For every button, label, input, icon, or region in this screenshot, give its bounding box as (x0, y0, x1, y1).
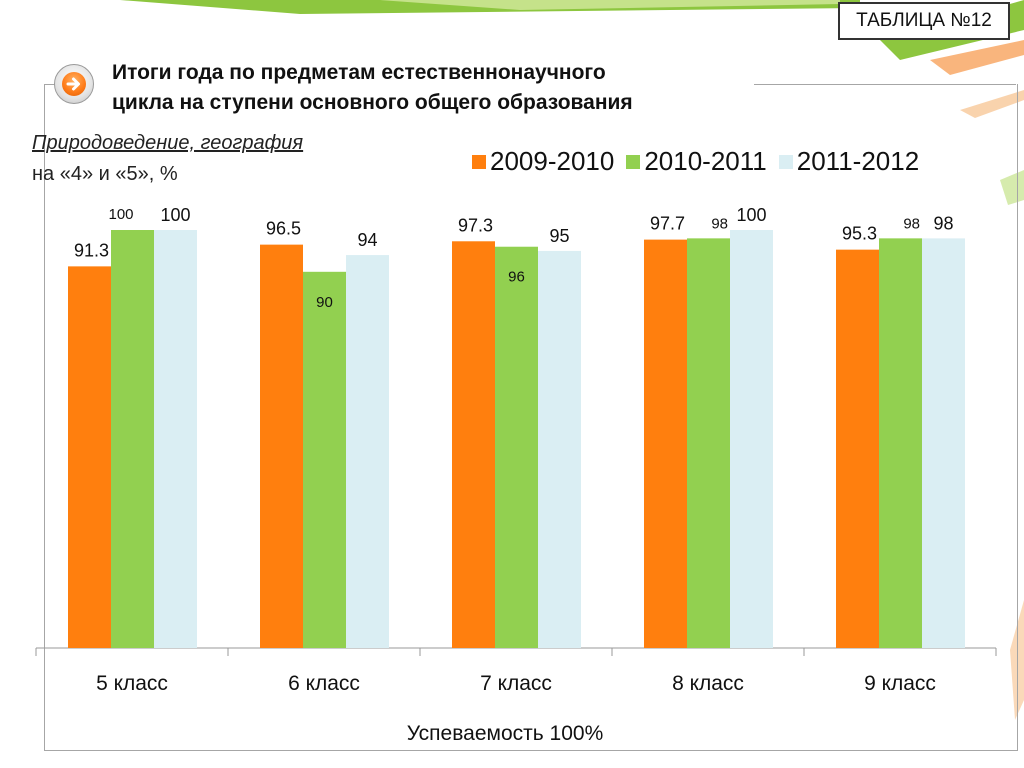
category-label: 9 класс (864, 672, 936, 695)
bar-2011-2012-7 (538, 250, 581, 648)
data-label: 91.3 (74, 240, 109, 260)
data-label: 96.5 (266, 219, 301, 239)
subject-heading: Природоведение, география (32, 132, 304, 154)
data-label: 95 (549, 226, 569, 246)
category-label: 6 класс (288, 672, 360, 695)
title-line-1: Итоги года по предметам естественнонаучн… (112, 61, 606, 84)
legend-label: 2009-2010 (490, 146, 615, 176)
data-label: 97.3 (458, 215, 493, 235)
bar-2009-2010-9 (836, 249, 879, 648)
legend-item-2009-2010: 2009-2010 (472, 146, 614, 177)
category-label: 5 класс (96, 672, 168, 695)
data-label: 90 (316, 294, 333, 311)
unit-caption: на «4» и «5», % (32, 163, 178, 185)
data-label: 98 (933, 213, 953, 233)
category-label: 8 класс (672, 672, 744, 695)
data-label: 98 (903, 215, 920, 232)
footer-note: Успеваемость 100% (406, 722, 604, 745)
bar-2011-2012-8 (730, 230, 773, 648)
legend-swatch (778, 154, 793, 169)
bar-2009-2010-7 (452, 241, 495, 648)
legend-item-2011-2012: 2011-2012 (778, 146, 920, 177)
data-label: 96 (508, 269, 525, 286)
legend-label: 2010-2011 (644, 146, 767, 176)
bar-2011-2012-9 (922, 238, 965, 649)
bar-2010-2011-8 (687, 238, 730, 649)
frame-top-left (44, 84, 58, 85)
frame-top-right (754, 84, 1016, 85)
bar-2010-2011-5 (111, 230, 154, 648)
bar-2010-2011-9 (879, 238, 922, 649)
arrow-right-icon[interactable] (54, 64, 94, 104)
title-line-2: цикла на ступени основного общего образо… (112, 91, 633, 114)
data-label: 94 (357, 230, 377, 250)
bar-2011-2012-6 (346, 255, 389, 648)
legend-swatch (626, 154, 641, 169)
chart-legend: 2009-2010 2010-2011 2011-2012 (472, 146, 931, 177)
bar-2010-2011-7 (495, 246, 538, 648)
data-label: 100 (160, 205, 190, 225)
bar-2009-2010-6 (260, 244, 303, 648)
data-label: 98 (711, 215, 728, 232)
table-number-badge: ТАБЛИЦА №12 (838, 2, 1010, 40)
bar-2009-2010-5 (68, 266, 111, 648)
legend-swatch (472, 154, 486, 169)
data-label: 100 (108, 206, 133, 223)
data-label: 95.3 (842, 224, 877, 244)
legend-label: 2011-2012 (796, 146, 920, 176)
content-frame (44, 84, 1018, 751)
bar-2010-2011-6 (303, 271, 346, 648)
bar-2011-2012-5 (154, 230, 197, 648)
data-label: 97.7 (650, 214, 685, 234)
data-label: 100 (736, 205, 766, 225)
category-label: 7 класс (480, 672, 552, 695)
legend-item-2010-2011: 2010-2011 (626, 146, 767, 177)
bar-2009-2010-8 (644, 239, 687, 648)
page-title: Итоги года по предметам естественнонаучн… (112, 58, 812, 118)
